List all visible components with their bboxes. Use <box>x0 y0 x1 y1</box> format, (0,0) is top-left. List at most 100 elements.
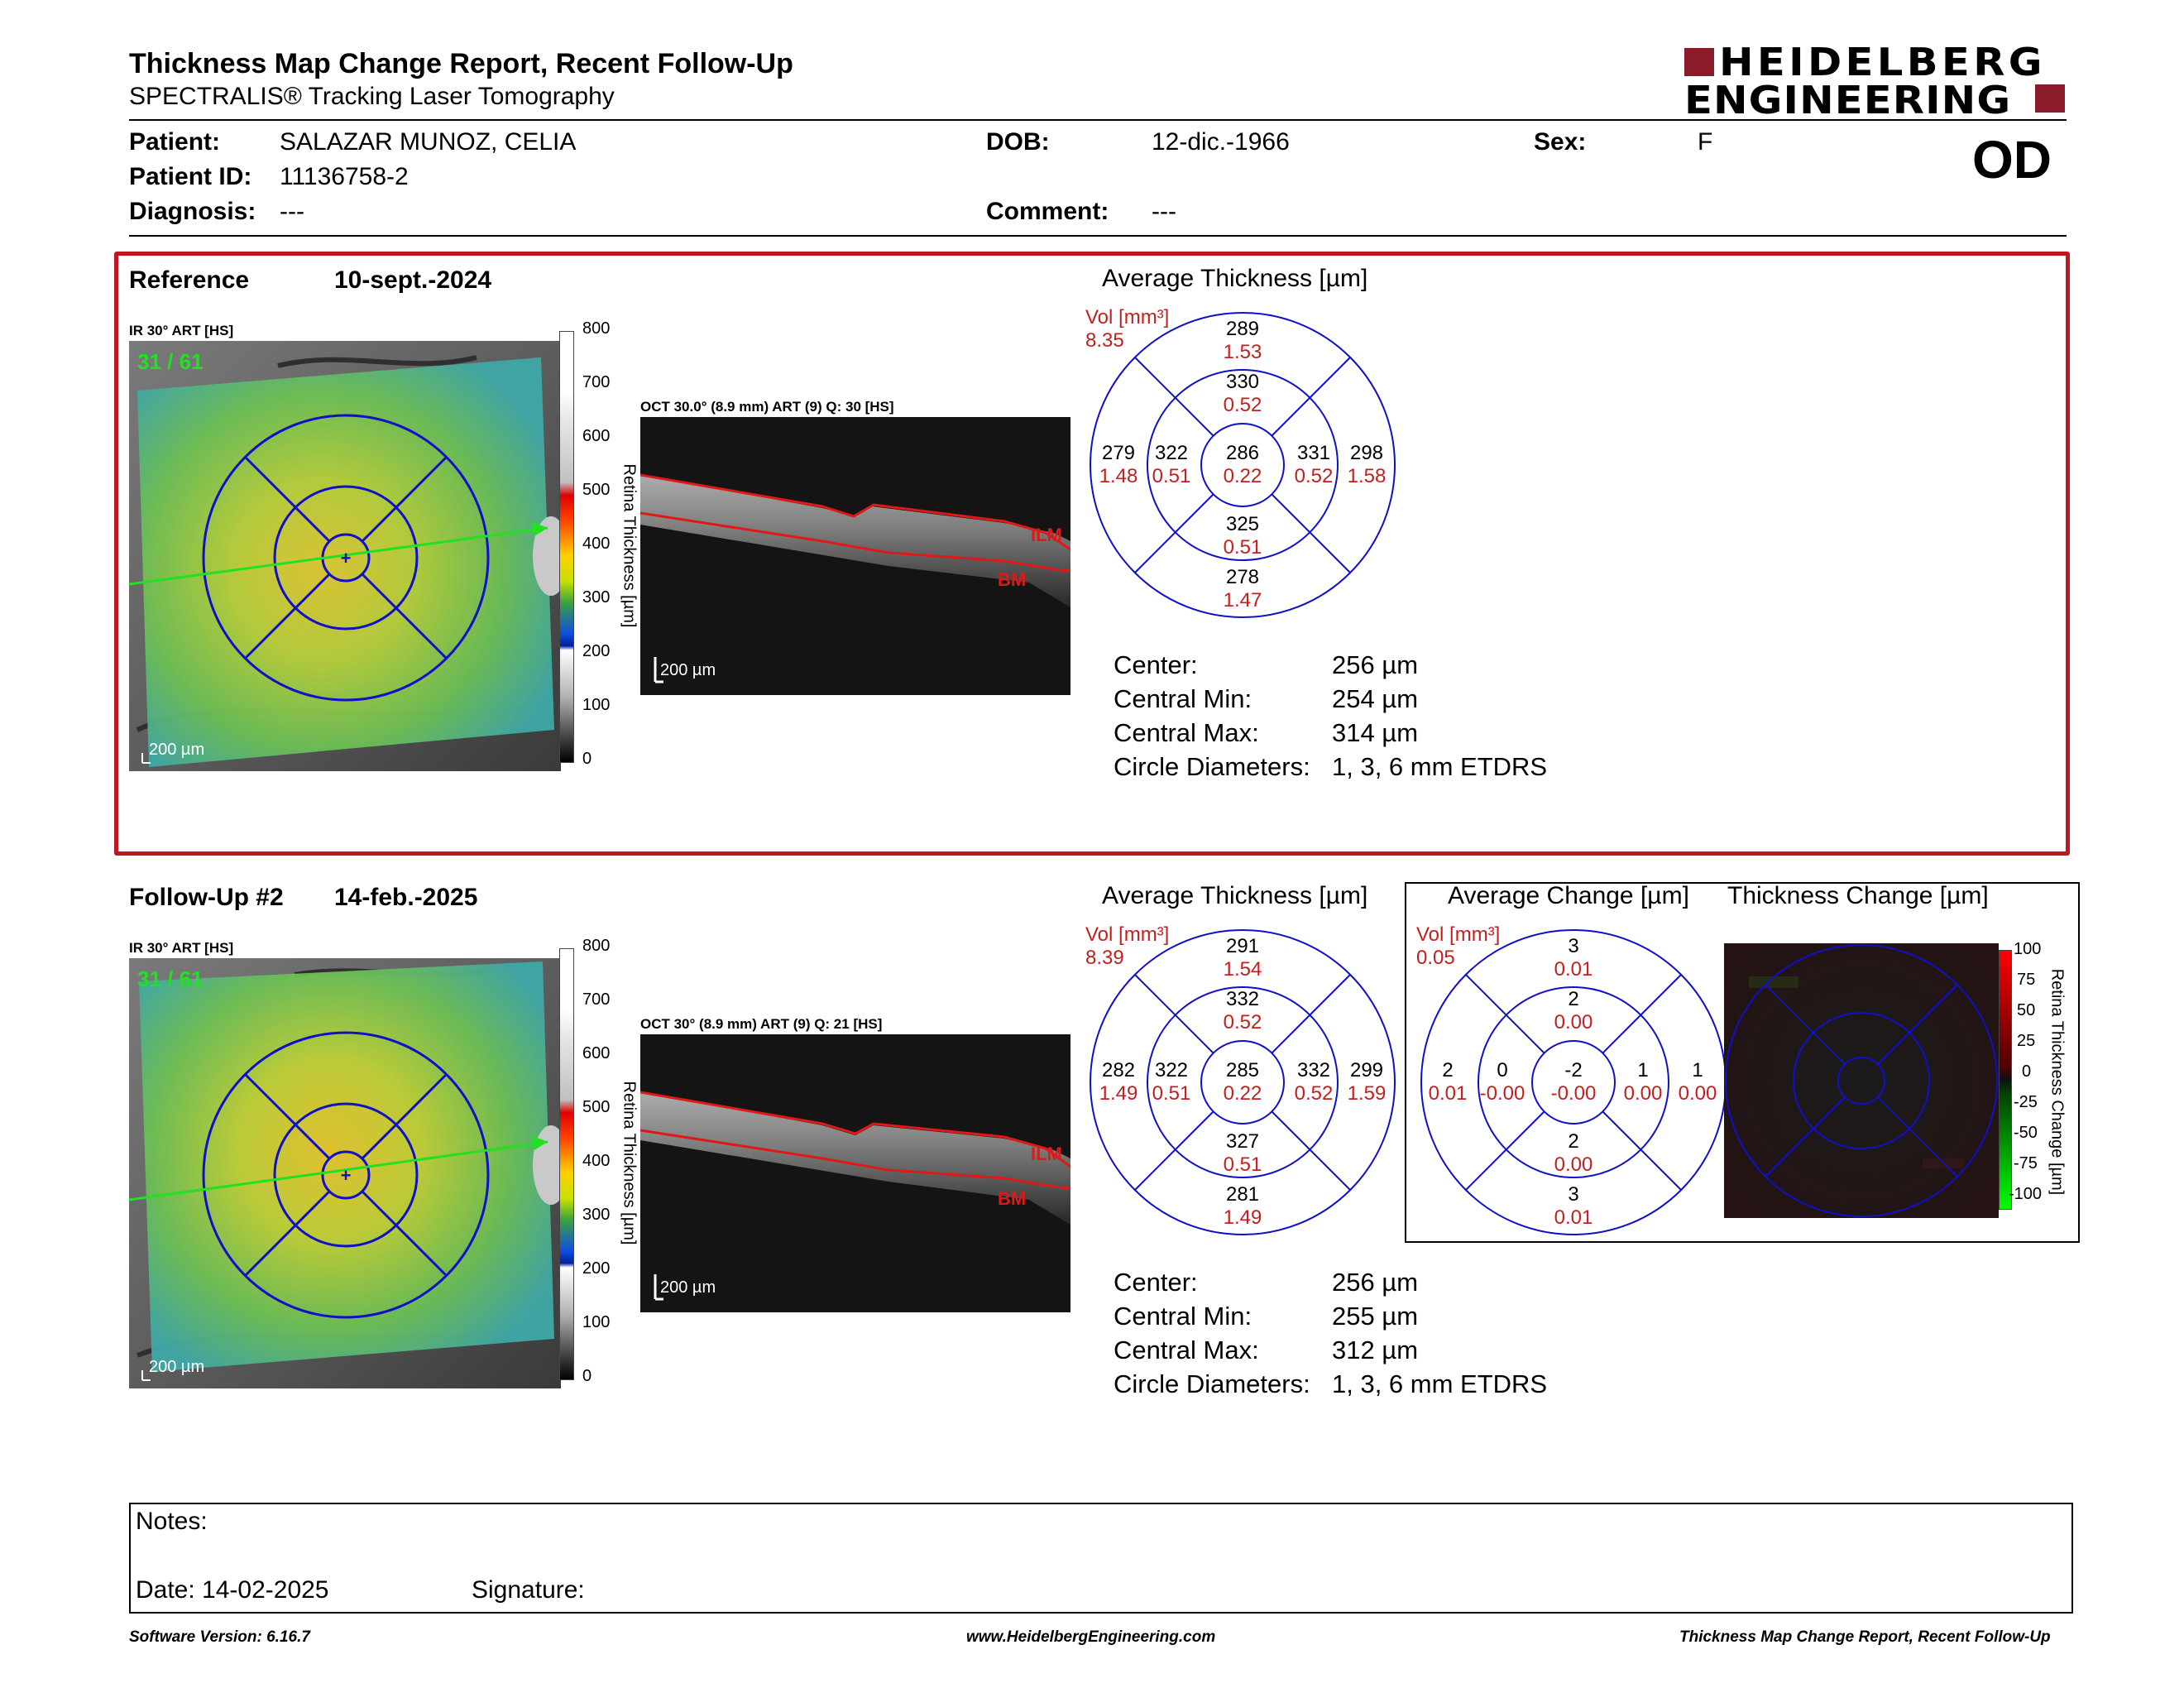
ir-thickness-map-fu: + 31 / 61 200 µm <box>129 958 561 1388</box>
oct-bscan-ref: ILM BM 200 µm <box>640 417 1070 695</box>
inner-temporal-fu: 332 0.52 <box>1294 1059 1334 1105</box>
notes-label: Notes: <box>136 1508 208 1535</box>
center-cross-icon: + <box>341 1165 352 1186</box>
etdrs-center-circle <box>321 1150 371 1200</box>
change-panel <box>1405 882 2080 1243</box>
scale-label: 200 µm <box>149 1358 204 1376</box>
dob-value: 12-dic.-1966 <box>1152 128 1290 156</box>
grid-sector-line <box>1134 493 1214 573</box>
colorbar-ticks-ref: 800 700 600 500 400 300 200 100 0 <box>579 319 629 768</box>
tick: 0 <box>582 750 592 768</box>
tick: 75 <box>2017 971 2036 989</box>
inner-temporal-change: 1 0.00 <box>1623 1059 1663 1105</box>
tick: 100 <box>2014 940 2042 958</box>
inner-nasal-ref: 322 0.51 <box>1152 442 1191 487</box>
date-label: Date: 14-02-2025 <box>136 1576 329 1604</box>
scan-arrow-icon <box>531 1135 548 1150</box>
etdrs-sector-line <box>243 1190 331 1278</box>
outer-nasal-fu: 282 1.49 <box>1099 1059 1138 1105</box>
map-sector-line <box>1877 984 1958 1065</box>
center-change: -2 -0.00 <box>1550 1059 1597 1105</box>
vol-label-ref: Vol [mm³] <box>1085 306 1170 328</box>
inner-superior-fu: 332 0.52 <box>1223 988 1262 1033</box>
ilm-label: ILM <box>1031 525 1062 545</box>
grid-sector-line <box>1271 1110 1351 1191</box>
patient-label: Patient: <box>129 128 221 156</box>
tick: 300 <box>582 1206 611 1224</box>
stat-value: 312 µm <box>1332 1336 1419 1364</box>
bm-label: BM <box>998 569 1026 590</box>
etdrs-sector-line <box>361 455 448 543</box>
ir-index: 31 / 61 <box>137 349 204 374</box>
outer-nasal-change: 2 0.01 <box>1428 1059 1468 1105</box>
inner-superior-ref: 330 0.52 <box>1223 371 1262 416</box>
stat-label: Central Min: <box>1114 1302 1252 1331</box>
diagnosis-label: Diagnosis: <box>129 198 256 225</box>
tick: -50 <box>2014 1124 2038 1142</box>
etdrs-outer-circle <box>202 1031 490 1319</box>
etdrs-sector-line <box>361 1190 448 1278</box>
reference-panel <box>114 252 2070 856</box>
grid-center-circle <box>1200 423 1285 507</box>
stat-label: Center: <box>1114 1268 1198 1297</box>
ir-label-ref: IR 30° ART [HS] <box>129 323 234 338</box>
vol-value-change: 0.05 <box>1416 947 1455 969</box>
tick: 300 <box>582 588 611 607</box>
tick: 600 <box>582 1044 611 1062</box>
ir-label-fu: IR 30° ART [HS] <box>129 940 234 956</box>
outer-temporal-fu: 299 1.59 <box>1347 1059 1387 1105</box>
inner-inferior-change: 2 0.00 <box>1554 1130 1593 1176</box>
outer-temporal-change: 1 0.00 <box>1678 1059 1717 1105</box>
vol-value-fu: 8.39 <box>1085 947 1124 969</box>
map-outer-circle <box>1725 944 1998 1217</box>
avg-thickness-title-fu: Average Thickness [µm] <box>1102 882 1368 909</box>
tick: -100 <box>2009 1185 2043 1203</box>
vol-label-change: Vol [mm³] <box>1416 923 1501 946</box>
logo-square-bottom <box>2035 84 2065 113</box>
signature-label: Signature: <box>472 1576 585 1604</box>
tick: 50 <box>2017 1001 2036 1019</box>
etdrs-inner-circle <box>273 1102 419 1248</box>
stat-value: 1, 3, 6 mm ETDRS <box>1332 752 1548 781</box>
comment-label: Comment: <box>986 198 1109 225</box>
change-noise <box>1749 976 1798 988</box>
tick: -75 <box>2014 1154 2038 1172</box>
header-divider <box>129 119 2067 121</box>
center-ref: 286 0.22 <box>1223 442 1262 487</box>
dob-label: DOB: <box>986 128 1050 156</box>
map-sector-line <box>1765 984 1846 1065</box>
outer-superior-ref: 289 1.53 <box>1223 318 1262 363</box>
map-sector-line <box>1765 1096 1846 1177</box>
website-link[interactable]: www.HeidelbergEngineering.com <box>966 1628 1216 1646</box>
patient-id: 11136758-2 <box>280 163 409 190</box>
thickness-change-title: Thickness Change [µm] <box>1727 882 1989 909</box>
stat-value: 256 µm <box>1332 650 1419 679</box>
tick: 0 <box>582 1367 592 1385</box>
stat-value: 255 µm <box>1332 1302 1419 1331</box>
etdrs-grid-fu <box>1090 929 1396 1235</box>
etdrs-sector-line <box>361 1072 448 1160</box>
outer-inferior-fu: 281 1.49 <box>1223 1183 1262 1229</box>
notes-box[interactable] <box>129 1503 2073 1614</box>
stat-label: Central Min: <box>1114 684 1252 713</box>
vol-label-fu: Vol [mm³] <box>1085 923 1170 946</box>
grid-sector-line <box>1271 357 1351 437</box>
tick: 800 <box>582 937 611 955</box>
grid-sector-line <box>1271 493 1351 573</box>
oct-label-ref: OCT 30.0° (8.9 mm) ART (9) Q: 30 [HS] <box>640 399 894 415</box>
grid-outer-circle <box>1090 929 1396 1235</box>
grid-inner-circle <box>1478 986 1669 1178</box>
scan-line <box>129 1140 548 1201</box>
stat-value: 254 µm <box>1332 684 1419 713</box>
ir-thickness-map-ref: + 31 / 61 200 µm <box>129 341 561 771</box>
avg-change-title: Average Change [µm] <box>1448 882 1689 909</box>
tick: 200 <box>582 642 611 660</box>
tick: 500 <box>582 481 611 499</box>
inner-nasal-change: 0 -0.00 <box>1479 1059 1525 1105</box>
tick: 100 <box>582 696 611 714</box>
ilm-label: ILM <box>1031 1144 1062 1164</box>
tick: 100 <box>582 1313 611 1331</box>
inner-nasal-fu: 322 0.51 <box>1152 1059 1191 1105</box>
bm-label: BM <box>998 1188 1026 1209</box>
etdrs-inner-circle <box>273 485 419 631</box>
